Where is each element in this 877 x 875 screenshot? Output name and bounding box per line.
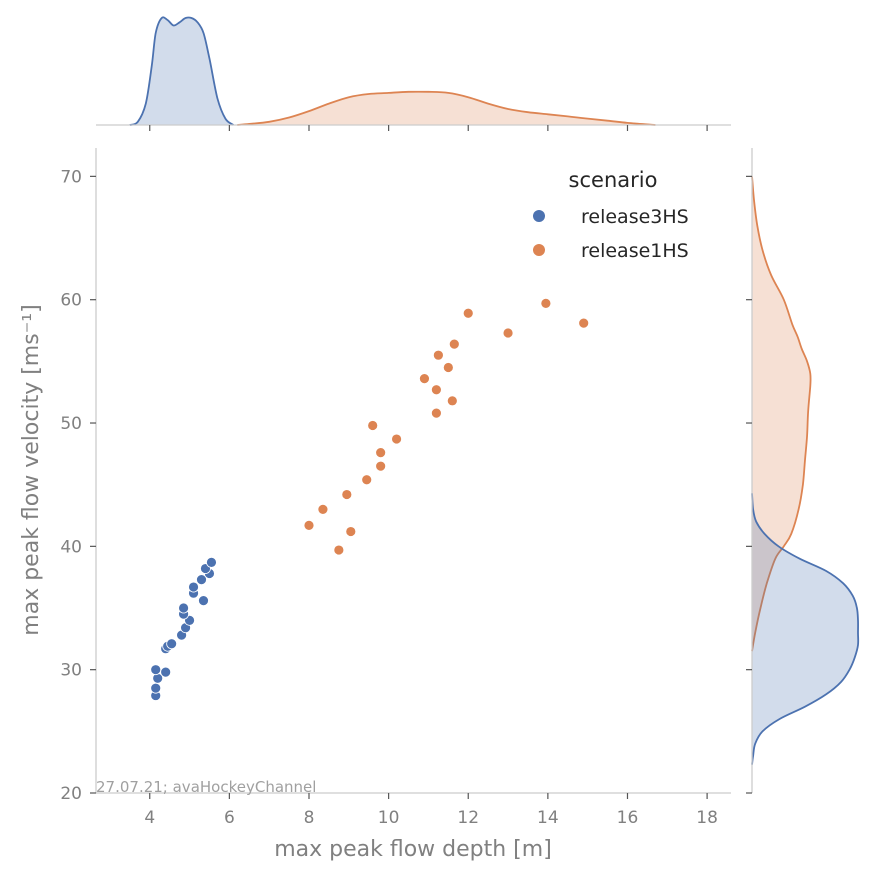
scatter-point [446,395,458,407]
scatter-point [375,447,387,459]
scatter-point [442,362,454,373]
series-release1HS [303,297,590,556]
scatter-point [430,407,442,419]
scatter-points [150,297,590,701]
x-axis-label: max peak flow depth [m] [274,837,552,862]
scatter-point [391,433,402,445]
scatter-point [333,544,345,556]
legend: scenario release3HS release1HS [533,168,689,262]
top-marginal-kde [96,16,731,131]
scatter-point [317,503,329,515]
y-tick-label: 60 [60,291,82,311]
y-tick-label: 30 [60,661,82,681]
scatter-point [430,384,442,396]
y-tick-label: 40 [60,537,82,557]
scatter-point [188,581,199,593]
x-tick-label: 12 [457,808,479,828]
x-tick-label: 18 [696,808,718,828]
x-tick-label: 4 [144,808,155,828]
scatter-point [166,638,178,650]
y-axis-label: max peak flow velocity [ms⁻¹] [19,304,44,635]
scatter-point [432,349,444,361]
scatter-point [448,338,460,350]
top-kde-line-release3HS [129,16,234,126]
scatter-point [578,317,590,329]
x-tick-label: 8 [304,808,315,828]
legend-label-release3HS: release3HS [581,206,689,228]
legend-title: scenario [569,168,658,192]
main-scatter-axes: 4 6 8 10 12 14 16 18 20 30 40 50 60 70 [60,148,731,828]
x-tick-label: 10 [378,808,400,828]
scatter-point [341,489,353,500]
scatter-point [206,556,217,568]
y-tick-label: 70 [60,167,82,187]
right-kde-fill-release1HS [752,176,811,652]
y-tick-label: 50 [60,414,82,434]
scatter-point [198,595,209,607]
legend-label-release1HS: release1HS [581,240,689,262]
scatter-point [462,307,474,319]
x-tick-label: 6 [224,808,235,828]
top-kde-fill-release3HS [129,17,234,125]
right-kde-line-release3HS [751,493,860,765]
series-release3HS [150,556,217,701]
scatter-point [367,420,379,431]
scatter-point [196,574,207,586]
x-tick-label: 14 [537,808,559,828]
x-tick-label: 16 [617,808,639,828]
top-kde-line-release1HS [237,90,656,126]
scatter-point [345,526,357,537]
scatter-point [150,682,162,694]
scatter-point [160,666,172,678]
legend-marker-release3HS [533,210,545,222]
right-kde-fill-release3HS [752,493,859,765]
scatter-point [150,664,162,676]
y-tick-label: 20 [60,784,82,804]
scatter-point [502,327,514,339]
scatter-point [361,474,373,486]
scatter-point [178,602,189,614]
credit-annotation: 27.07.21; avaHockeyChannel [96,778,316,796]
right-kde-line-release1HS [751,176,812,652]
right-marginal-kde [746,148,860,794]
scatter-point [540,297,552,309]
legend-marker-release1HS [533,244,545,256]
scatter-point [375,460,387,472]
scatter-point [303,519,315,531]
scatter-point [419,373,430,385]
